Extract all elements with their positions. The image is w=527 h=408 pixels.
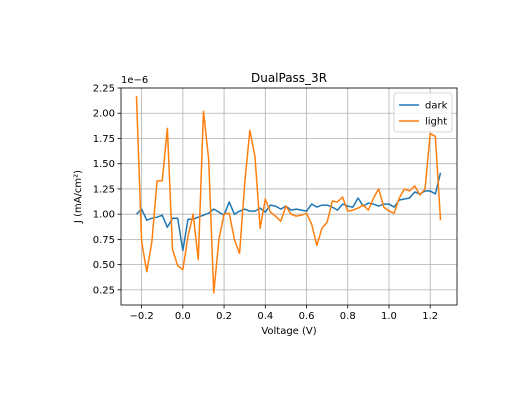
legend-box: [393, 92, 453, 133]
y-tick-label: 2.25: [93, 84, 115, 95]
x-tick-label: 0.6: [299, 311, 315, 322]
x-tick-label: 1.0: [381, 311, 397, 322]
y-tick-label: 0.25: [93, 285, 115, 296]
series-line-light: [135, 96, 442, 294]
series-layer: [135, 96, 442, 294]
x-tick-label: 0.2: [216, 311, 232, 322]
ticks: −0.2 0.0 0.2 0.4 0.6 0.8 1.0 1.2 0.25 0.50 0.75 1.0…: [93, 84, 438, 323]
x-tick-label: 0.0: [175, 311, 191, 322]
y-tick-label: 1.25: [93, 184, 115, 195]
y-tick-label: 1.75: [93, 134, 115, 145]
y-tick-label: 0.75: [93, 235, 115, 246]
y-tick-label: 0.50: [93, 260, 115, 271]
y-axis-label: J (mA/cm²): [73, 170, 84, 224]
y-tick-label: 1.50: [93, 159, 115, 170]
legend-label-light: light: [425, 117, 447, 128]
x-tick-label: 0.4: [257, 311, 273, 322]
y-offset-text: 1e−6: [121, 75, 148, 86]
x-tick-label: −0.2: [129, 311, 153, 322]
legend: dark light: [393, 92, 453, 133]
series-line-dark: [135, 172, 442, 252]
chart-title: DualPass_3R: [251, 71, 327, 85]
x-tick-label: 1.2: [422, 311, 438, 322]
plot-frame: [120, 87, 458, 306]
legend-label-dark: dark: [425, 101, 448, 112]
y-tick-label: 1.00: [93, 210, 115, 221]
x-axis-label: Voltage (V): [261, 326, 316, 337]
x-tick-label: 0.8: [340, 311, 356, 322]
y-tick-label: 2.00: [93, 109, 115, 120]
